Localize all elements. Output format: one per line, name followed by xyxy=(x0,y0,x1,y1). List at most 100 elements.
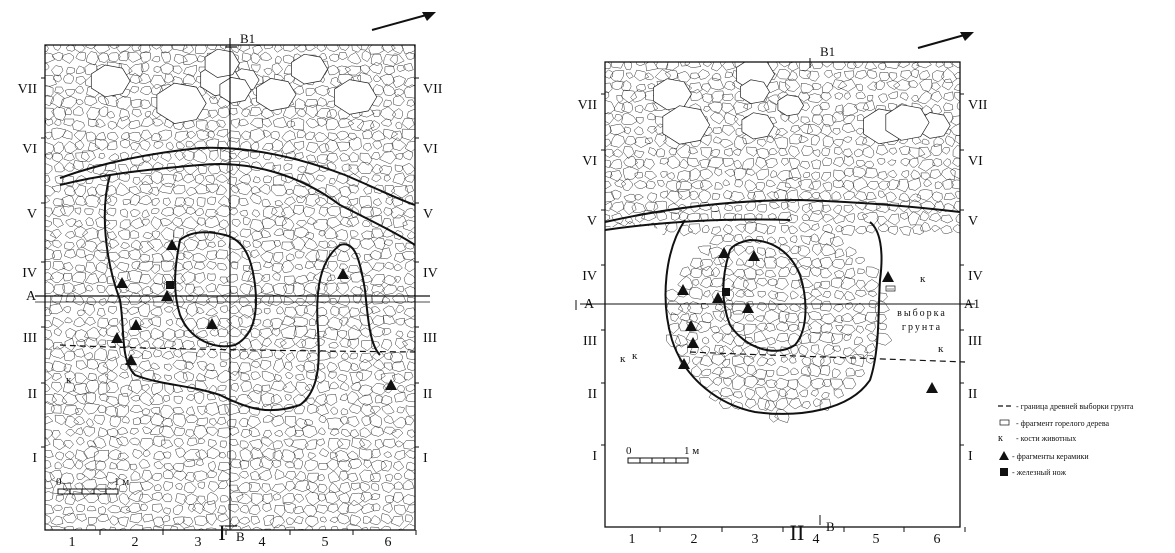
stone xyxy=(262,502,272,513)
stone xyxy=(60,96,77,109)
stone xyxy=(120,208,129,218)
stone xyxy=(197,405,208,416)
stone xyxy=(184,329,195,339)
stone xyxy=(272,139,284,152)
stone xyxy=(911,94,920,103)
stone xyxy=(751,368,767,380)
stone xyxy=(401,128,415,141)
stone xyxy=(241,108,251,117)
stone xyxy=(339,416,350,425)
stone xyxy=(798,222,811,233)
stone xyxy=(347,132,358,141)
stone xyxy=(172,359,187,371)
stone xyxy=(372,140,383,150)
stone xyxy=(678,204,687,212)
stone xyxy=(853,148,864,158)
stone xyxy=(339,481,352,494)
stone xyxy=(718,397,733,409)
stone xyxy=(118,250,131,259)
stone xyxy=(346,472,359,483)
stone xyxy=(801,356,812,367)
stone xyxy=(194,174,205,184)
stone xyxy=(897,62,910,68)
stone xyxy=(797,374,813,390)
stone xyxy=(128,131,142,143)
stone xyxy=(920,172,931,181)
stone xyxy=(141,408,150,416)
stone xyxy=(84,95,98,107)
stone xyxy=(403,174,415,183)
iron-knife-icon xyxy=(166,281,174,289)
stone xyxy=(744,387,756,400)
stone xyxy=(359,195,372,209)
stone xyxy=(138,493,154,504)
stone xyxy=(933,136,945,147)
stone xyxy=(65,107,73,116)
stone xyxy=(644,137,653,145)
stone xyxy=(63,272,73,282)
stone xyxy=(73,415,85,426)
stone xyxy=(820,322,833,334)
stone xyxy=(833,157,845,168)
stone xyxy=(756,277,769,287)
stone xyxy=(216,416,227,426)
stone xyxy=(218,160,234,174)
stone xyxy=(207,241,217,248)
stone xyxy=(898,200,910,213)
stone xyxy=(205,341,216,348)
stone xyxy=(73,527,83,530)
ceramic-fragment-icon xyxy=(882,271,894,282)
stone xyxy=(699,377,714,389)
stone xyxy=(84,273,100,285)
stone xyxy=(293,480,311,492)
stone xyxy=(97,373,109,384)
stone xyxy=(293,274,310,285)
stone xyxy=(754,330,767,343)
stone xyxy=(45,504,55,515)
stone xyxy=(646,180,656,190)
stone xyxy=(203,402,220,416)
stone xyxy=(173,427,185,437)
ceramic-fragment-icon xyxy=(678,358,690,369)
stone xyxy=(231,118,241,129)
stone xyxy=(630,89,647,103)
stone xyxy=(359,204,374,218)
stone xyxy=(955,214,960,224)
stone xyxy=(865,266,880,279)
stone xyxy=(52,261,66,271)
stone xyxy=(98,273,108,283)
stone xyxy=(371,306,381,315)
stone xyxy=(104,220,117,230)
stone xyxy=(392,75,406,89)
stone xyxy=(719,309,732,322)
triangle-icon xyxy=(999,451,1009,460)
stone xyxy=(833,355,846,366)
stone xyxy=(317,427,326,435)
stone xyxy=(105,325,120,338)
stone xyxy=(209,150,219,162)
stone xyxy=(293,325,308,339)
stone xyxy=(109,526,117,530)
stone xyxy=(215,173,229,183)
stone xyxy=(217,513,230,523)
stone xyxy=(810,104,823,116)
stone xyxy=(81,391,96,405)
stone xyxy=(106,396,120,406)
stone xyxy=(138,73,152,84)
stone xyxy=(690,268,702,278)
stone xyxy=(162,469,174,480)
row-label-left: VII xyxy=(18,82,38,97)
stone xyxy=(159,218,173,227)
stone xyxy=(364,253,373,262)
stone xyxy=(813,281,822,289)
stone xyxy=(954,72,960,79)
stone xyxy=(318,143,330,153)
stone xyxy=(371,482,380,491)
stone xyxy=(785,214,798,224)
stone xyxy=(700,368,712,377)
stone xyxy=(63,153,75,162)
row-label-left: III xyxy=(23,331,37,346)
stone xyxy=(73,348,86,358)
stone xyxy=(45,383,51,392)
stone xyxy=(131,370,143,381)
